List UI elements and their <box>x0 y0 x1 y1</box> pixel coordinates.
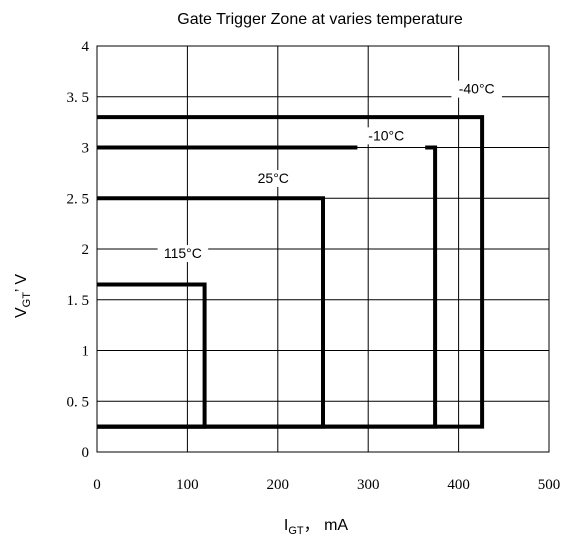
series-annotation-background <box>451 80 502 98</box>
series-annotation-background <box>361 127 412 145</box>
y-tick-label: 3 <box>82 141 90 157</box>
series-annotation-background <box>157 245 209 263</box>
chart-title: Gate Trigger Zone at varies temperature <box>177 11 463 28</box>
y-tick-label: 1 <box>82 344 90 360</box>
y-axis-label-main: V <box>13 307 30 318</box>
x-tick-label: 500 <box>538 477 561 493</box>
plot-area: -40°C -10°C 25°C 115°C <box>96 45 550 453</box>
y-tick-label: 2. 5 <box>67 191 90 207</box>
y-tick-label: 0 <box>82 445 90 461</box>
series-line-minus-40c <box>97 115 485 429</box>
x-axis-label-main: I <box>284 517 288 534</box>
y-axis-label: VGT’ V <box>13 274 33 318</box>
x-axis-label: IGT， mA <box>284 517 349 537</box>
series-annotation: -40°C <box>459 81 495 97</box>
series-layer <box>97 115 485 429</box>
y-axis-label-suffix: ’ V <box>13 274 30 292</box>
x-tick-label: 400 <box>447 477 470 493</box>
x-tick-labels: 0 100 200 300 400 500 <box>93 477 560 493</box>
y-tick-label: 4 <box>82 39 90 55</box>
series-annotation: -10°C <box>368 127 404 143</box>
x-axis-label-suffix: ， mA <box>304 517 349 534</box>
series-annotation: 115°C <box>164 245 202 261</box>
series-annotation-background <box>252 169 295 187</box>
x-tick-label: 200 <box>267 477 290 493</box>
annotation-layer: -40°C -10°C 25°C 115°C <box>157 80 502 263</box>
y-tick-labels: 0 0. 5 1 1. 5 2 2. 5 3 3. 5 4 <box>67 39 90 461</box>
y-tick-label: 0. 5 <box>67 394 90 410</box>
x-tick-label: 0 <box>93 477 101 493</box>
y-axis-label-subscript: GT <box>21 292 33 308</box>
y-tick-label: 1. 5 <box>67 293 90 309</box>
y-tick-label: 3. 5 <box>67 90 90 106</box>
series-annotation: 25°C <box>258 170 289 186</box>
x-tick-label: 100 <box>176 477 199 493</box>
x-axis-label-subscript: GT <box>288 525 304 537</box>
x-tick-label: 300 <box>357 477 380 493</box>
y-tick-label: 2 <box>82 242 90 258</box>
